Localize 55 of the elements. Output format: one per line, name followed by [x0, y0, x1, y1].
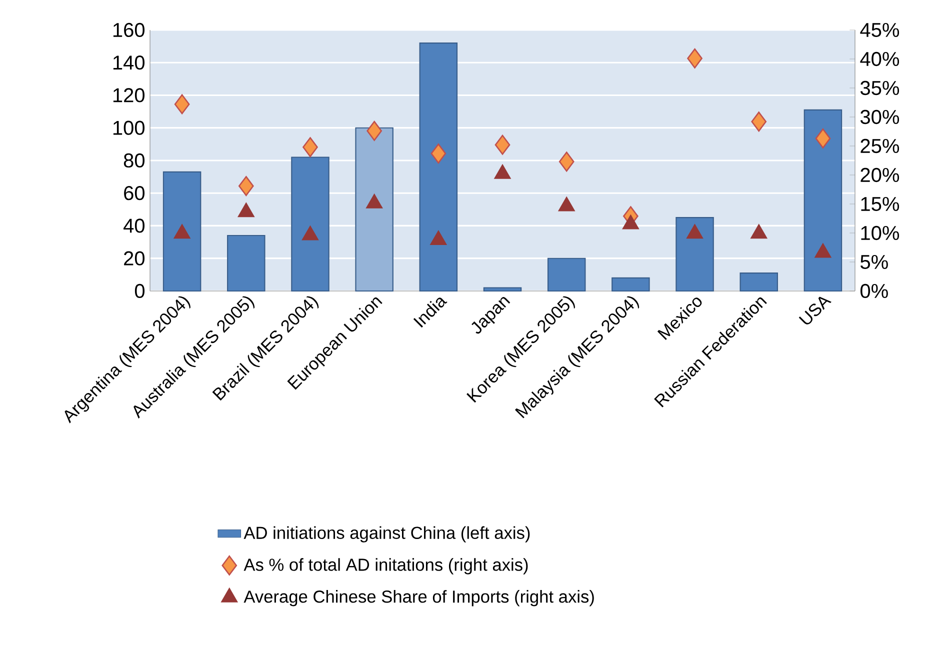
bar: [419, 42, 458, 292]
y2-tick-label: 25%: [860, 138, 900, 154]
bar: [547, 258, 586, 292]
bar: [355, 127, 394, 292]
point: [815, 128, 831, 148]
point: [174, 224, 190, 239]
bar: [676, 217, 714, 292]
bar: [162, 171, 202, 292]
y-tick-label: 100: [113, 120, 144, 135]
x-tick-label: USA: [798, 296, 832, 324]
point: [430, 144, 446, 164]
point: [494, 134, 510, 155]
point: [302, 137, 318, 158]
y2-tick-label: 45%: [860, 22, 900, 38]
y2-tick-label: 0%: [860, 284, 888, 298]
point: [494, 164, 511, 179]
legend-label: AD initiations against China (left axis): [244, 526, 530, 542]
point: [366, 194, 382, 208]
point: [751, 112, 767, 132]
point: [558, 152, 574, 172]
point: [686, 224, 703, 239]
legend-label: As % of total AD initations (right axis): [244, 558, 528, 574]
bar: [804, 109, 842, 292]
point: [174, 94, 190, 114]
y2-tick-label: 40%: [860, 52, 900, 66]
y-tick-label: 160: [113, 22, 144, 38]
y-tick-label: 40: [124, 218, 144, 233]
point: [622, 214, 639, 230]
y2-tick-label: 5%: [860, 254, 888, 270]
y2-tick-label: 15%: [861, 196, 900, 212]
y-tick-label: 20: [124, 251, 144, 266]
point: [366, 120, 382, 141]
y-tick-label: 120: [113, 88, 144, 102]
bar: [291, 156, 330, 292]
bar: [483, 287, 522, 292]
y-tick-label: 60: [124, 186, 144, 200]
point: [430, 230, 447, 245]
point: [814, 243, 832, 258]
bar: [740, 272, 778, 292]
point: [238, 202, 254, 218]
point: [687, 48, 702, 68]
point: [302, 226, 318, 240]
bar: [612, 277, 650, 292]
point: [558, 196, 575, 212]
y2-tick-label: 10%: [861, 226, 900, 240]
bar: [227, 234, 266, 292]
legend-label: Average Chinese Share of Imports (right axis): [244, 590, 594, 606]
y2-tick-label: 20%: [860, 168, 900, 182]
y-tick-label: 0: [134, 284, 145, 298]
y2-tick-label: 30%: [860, 110, 900, 124]
y2-tick-label: 35%: [860, 80, 900, 96]
y-tick-label: 80: [124, 153, 144, 168]
point: [750, 224, 768, 239]
y-tick-label: 140: [113, 56, 144, 70]
point: [238, 176, 254, 196]
